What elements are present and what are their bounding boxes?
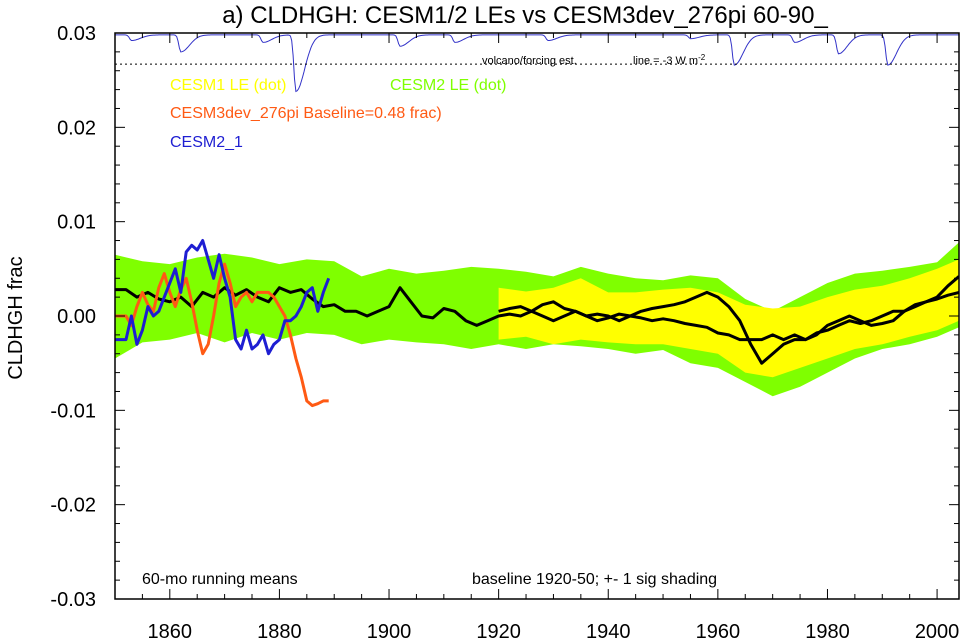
x-tick-label: 1860 (148, 621, 193, 641)
y-tick-label: 0.03 (57, 23, 96, 45)
x-axis-ticks: 1860 1880 1900 1920 1940 1960 1980 2000 (114, 33, 960, 641)
x-tick-label: 1940 (586, 621, 631, 641)
legend-cesm1: CESM1 LE (dot) (170, 77, 286, 94)
annotation-line-note: line = -3 W m-2 (633, 53, 706, 67)
annotation-volcano: volcano/forcing est. (482, 55, 577, 67)
annotation-line-note-text: line = -3 W m (633, 55, 698, 67)
series-line-1 (498, 275, 959, 365)
uncertainty-bands (115, 242, 959, 397)
y-tick-label: 0.00 (57, 306, 96, 328)
cesm1-band (498, 259, 959, 378)
y-tick-label: -0.03 (50, 589, 96, 611)
annotation-line-note-sup: -2 (698, 53, 706, 62)
x-tick-label: 1880 (257, 621, 302, 641)
plot-area: 1860 1880 1900 1920 1940 1960 1980 2000 -0.03-0… (50, 23, 960, 641)
x-tick-label: 1960 (696, 621, 741, 641)
series-line-2 (115, 262, 329, 408)
series-line-3 (115, 239, 331, 356)
y-tick-label: 0.02 (57, 117, 96, 139)
x-tick-label: 1920 (476, 621, 521, 641)
y-tick-label: -0.01 (50, 400, 96, 422)
y-axis-ticks: -0.03 -0.02 -0.01 0.00 0.01 0.02 0.03 (50, 23, 959, 611)
series-lines (115, 239, 959, 408)
y-tick-label: -0.02 (50, 495, 96, 517)
legend-cesm2-1: CESM2_1 (170, 134, 243, 151)
legend: CESM1 LE (dot) CESM2 LE (dot) CESM3dev_2… (170, 77, 506, 151)
forcing-line (115, 34, 959, 93)
x-tick-label: 1980 (805, 621, 850, 641)
x-tick-label: 1900 (367, 621, 412, 641)
chart-title: a) CLDHGH: CESM1/2 LEs vs CESM3dev_276pi… (222, 2, 828, 29)
y-axis-label: CLDHGH frac (5, 256, 27, 379)
forcing-trace (115, 34, 959, 93)
legend-cesm3dev: CESM3dev_276pi Baseline=0.48 frac) (170, 105, 442, 122)
x-tick-label: 2000 (915, 621, 960, 641)
legend-cesm2: CESM2 LE (dot) (390, 77, 506, 94)
annotation-bottom-right: baseline 1920-50; +- 1 sig shading (472, 571, 717, 588)
annotation-bottom-left: 60-mo running means (142, 571, 298, 588)
y-tick-label: 0.01 (57, 212, 96, 234)
